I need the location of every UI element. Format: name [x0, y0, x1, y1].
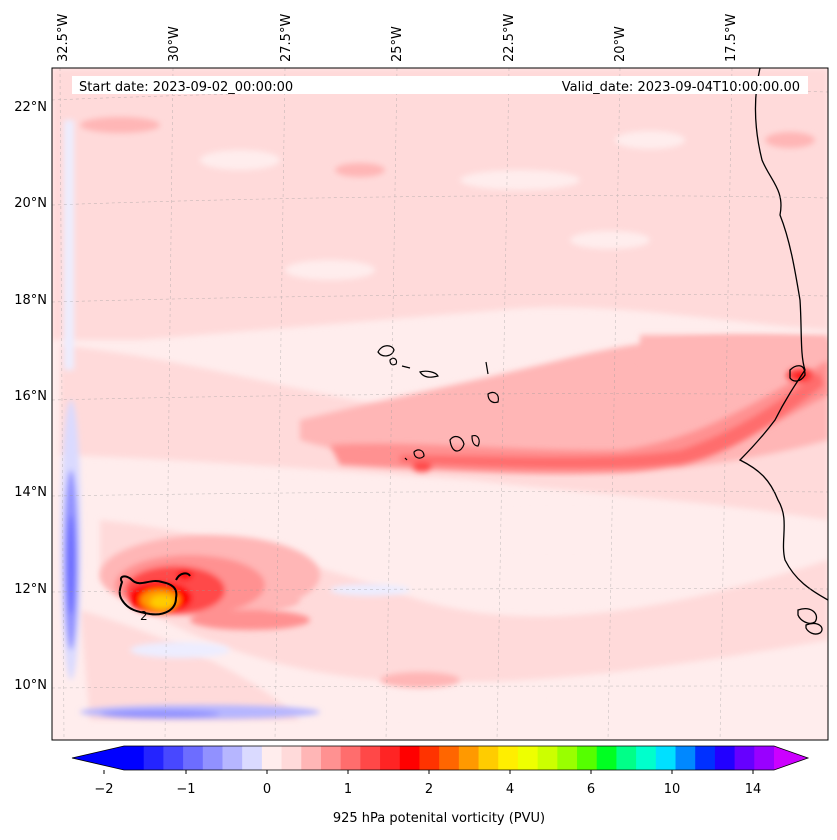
valid-date-label: Valid_date: 2023-09-04T10:00:00.00 [562, 80, 800, 95]
cb-tick-label: −2 [94, 782, 113, 797]
lat-label-20n: 20°N [14, 196, 47, 211]
colorbar-segment [458, 746, 480, 770]
colorbar-segment [261, 746, 283, 770]
lat-label-16n: 16°N [14, 389, 47, 404]
pv-2-contour [118, 572, 191, 616]
lon-label-17-5w: 17.5°W [724, 14, 739, 62]
colorbar-title: 925 hPa potenital vorticity (PVU) [333, 811, 545, 826]
colorbar-segment [596, 746, 618, 770]
gridlines [52, 68, 828, 740]
colorbar-segment [537, 746, 558, 770]
colorbar-segment [714, 746, 736, 770]
colorbar-segment [557, 746, 578, 770]
colorbar-segment [616, 746, 637, 770]
colorbar-segment [636, 746, 657, 770]
colorbar [71, 745, 810, 774]
cb-tick-label: 2 [425, 782, 433, 797]
colorbar-segment [340, 746, 361, 770]
colorbar-segment [380, 746, 401, 770]
cb-tick-label: 6 [587, 782, 595, 797]
lat-label-14n: 14°N [14, 485, 47, 500]
colorbar-segment [754, 746, 775, 770]
cb-tick-label: 14 [745, 782, 762, 797]
colorbar-segment [320, 746, 342, 770]
colorbar-segment [143, 746, 164, 770]
colorbar-segment [439, 746, 460, 770]
colorbar-over-arrow [774, 746, 808, 770]
start-date-label: Start date: 2023-09-02_00:00:00 [79, 80, 293, 95]
lon-label-30w: 30°W [167, 26, 182, 62]
pv-band [330, 335, 828, 473]
colorbar-segment [655, 746, 677, 770]
lat-label-10n: 10°N [14, 678, 47, 693]
colorbar-segment [498, 746, 519, 770]
colorbar-segment [183, 746, 204, 770]
colorbar-segment [399, 746, 421, 770]
cb-tick-label: −1 [176, 782, 195, 797]
cb-tick-label: 10 [664, 782, 681, 797]
lon-label-25w: 25°W [390, 26, 405, 62]
cb-tick-label: 4 [506, 782, 514, 797]
lon-label-20w: 20°W [613, 26, 628, 62]
colorbar-segment [577, 746, 598, 770]
lat-labels: 22°N 20°N 18°N 16°N 14°N 12°N 10°N [14, 100, 47, 693]
cape-verde-islands [377, 345, 499, 461]
contour-label: 2 [140, 609, 148, 623]
colorbar-segment [478, 746, 499, 770]
map-frame [51, 67, 829, 741]
coastline [738, 68, 828, 635]
lon-label-32-5w: 32.5°W [56, 14, 71, 62]
colorbar-segment [360, 746, 381, 770]
lon-label-27-5w: 27.5°W [279, 14, 294, 62]
pv-white-patches [190, 131, 685, 716]
colorbar-segment [301, 746, 322, 770]
colorbar-segment [281, 746, 302, 770]
colorbar-under-arrow [72, 746, 124, 770]
colorbar-ticks: −2 −1 0 1 2 4 6 10 14 [94, 782, 761, 797]
colorbar-segment [242, 746, 263, 770]
lon-label-22-5w: 22.5°W [502, 14, 517, 62]
lat-label-12n: 12°N [14, 582, 47, 597]
colorbar-segment [202, 746, 224, 770]
cb-tick-label: 0 [263, 782, 271, 797]
colorbar-segment [419, 746, 440, 770]
pv-negative-band [61, 120, 410, 719]
lat-label-22n: 22°N [14, 100, 47, 115]
date-banner [72, 76, 808, 94]
colorbar-segment [124, 746, 145, 770]
lat-label-18n: 18°N [14, 293, 47, 308]
lon-labels: 32.5°W 30°W 27.5°W 25°W 22.5°W 20°W 17.5… [56, 14, 739, 62]
pv-field: 2 [52, 68, 828, 740]
colorbar-segment [222, 746, 243, 770]
colorbar-segment [675, 746, 696, 770]
colorbar-segment [517, 746, 539, 770]
colorbar-outline [71, 745, 810, 771]
colorbar-segment [163, 746, 184, 770]
cb-tick-label: 1 [344, 782, 352, 797]
colorbar-segment [695, 746, 716, 770]
colorbar-segment [734, 746, 755, 770]
